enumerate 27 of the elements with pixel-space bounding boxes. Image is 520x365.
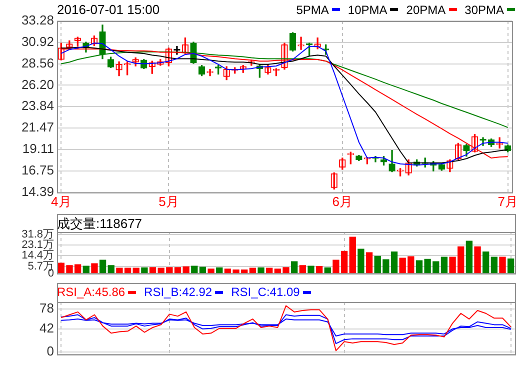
legend-label: 20PMA: [406, 2, 446, 16]
y-tick-label: 0: [46, 344, 54, 359]
y-tick-label: 78: [40, 300, 54, 316]
y-tick-label: 23.1万: [22, 239, 54, 252]
x-tick-label: 5月: [158, 194, 179, 209]
legend-label: RSI_C:41.09: [231, 285, 300, 299]
y-tick-label: 26.20: [21, 76, 54, 92]
legend-label: RSI_B:42.92: [144, 285, 212, 299]
legend-label: 30PMA: [464, 2, 504, 16]
y-tick-label: 23.84: [21, 98, 54, 114]
chart-title: 2016-07-01 15:00: [57, 2, 160, 17]
y-tick-label: 16.75: [21, 162, 54, 178]
y-tick-label: 21.47: [21, 120, 54, 135]
y-tick-label: 31.8万: [22, 228, 54, 240]
legend-label: 10PMA: [348, 2, 388, 16]
text: 成交量:118677: [57, 215, 142, 233]
y-tick-label: 33.28: [21, 12, 54, 28]
legend-label: 5PMA: [296, 2, 329, 16]
x-tick-label: 7月: [498, 194, 518, 209]
y-tick-label: 30.92: [21, 34, 54, 49]
legend-label: RSI_A:45.86: [57, 285, 126, 299]
y-tick-label: 14.4万: [22, 250, 54, 262]
y-tick-label: 19.11: [22, 141, 54, 156]
y-tick-label: 28.56: [21, 55, 54, 70]
y-tick-label: 42: [40, 320, 54, 336]
x-tick-label: 6月: [332, 194, 353, 209]
y-tick-label: 14.39: [21, 184, 54, 199]
